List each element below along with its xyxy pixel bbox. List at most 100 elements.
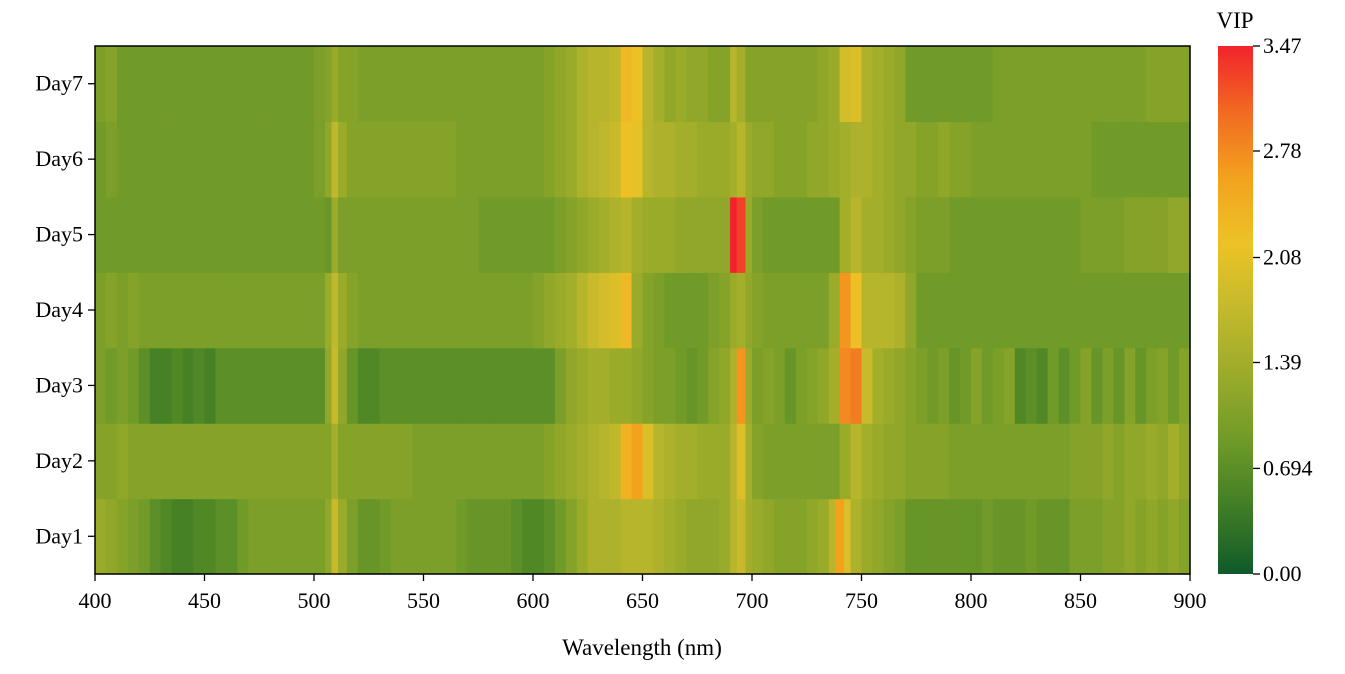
- heatmap-cell: [971, 498, 983, 575]
- colorbar-tick-label: 2.08: [1263, 245, 1302, 270]
- heatmap-cell: [116, 423, 129, 500]
- heatmap-cell: [554, 423, 567, 500]
- heatmap-cell: [390, 121, 403, 198]
- heatmap-cell: [303, 196, 315, 273]
- heatmap-cell: [817, 498, 830, 575]
- heatmap-cell: [828, 498, 836, 575]
- heatmap-cell: [927, 498, 939, 575]
- heatmap-cell: [171, 46, 184, 123]
- heatmap-cell: [533, 347, 545, 424]
- heatmap-cell: [259, 46, 271, 123]
- heatmap-cell: [1113, 423, 1125, 500]
- heatmap-cell: [303, 121, 315, 198]
- heatmap-cell: [736, 46, 747, 123]
- heatmap-cell: [762, 423, 775, 500]
- heatmap-cell: [324, 498, 333, 575]
- heatmap-cell: [828, 272, 841, 349]
- heatmap-cell: [204, 347, 217, 424]
- heatmap-cell: [576, 46, 589, 123]
- heatmap-cell: [1058, 423, 1071, 500]
- heatmap-cell: [981, 196, 994, 273]
- heatmap-cell: [314, 46, 326, 123]
- x-tick-label: 500: [298, 588, 331, 613]
- heatmap-cell: [281, 121, 293, 198]
- heatmap-cell: [368, 196, 381, 273]
- heatmap-cell: [730, 46, 738, 123]
- heatmap-cell: [620, 272, 633, 349]
- heatmap-cell: [324, 272, 333, 349]
- heatmap-cell: [522, 272, 534, 349]
- heatmap-cell: [927, 272, 939, 349]
- heatmap-cell: [949, 46, 961, 123]
- heatmap-cell: [193, 121, 206, 198]
- heatmap-cell: [664, 121, 676, 198]
- heatmap-cell: [565, 423, 578, 500]
- heatmap-cell: [346, 196, 359, 273]
- heatmap-cell: [259, 196, 271, 273]
- heatmap-cell: [708, 196, 720, 273]
- heatmap-cell: [916, 498, 928, 575]
- heatmap-cell: [938, 423, 950, 500]
- heatmap-cell: [971, 347, 983, 424]
- heatmap-cell: [226, 498, 238, 575]
- heatmap-cell: [149, 347, 162, 424]
- heatmap-cell: [916, 196, 928, 273]
- heatmap-cell: [368, 121, 381, 198]
- heatmap-cell: [1025, 196, 1038, 273]
- heatmap-cell: [270, 196, 282, 273]
- heatmap-cell: [412, 272, 425, 349]
- heatmap-cell: [719, 498, 731, 575]
- heatmap-cell: [960, 498, 972, 575]
- heatmap-cell: [905, 46, 917, 123]
- heatmap-cell: [1135, 272, 1147, 349]
- heatmap-cell: [1058, 498, 1071, 575]
- heatmap-cell: [314, 423, 326, 500]
- colorbar-tick-label: 0.00: [1263, 561, 1302, 586]
- heatmap-cell: [1014, 46, 1027, 123]
- heatmap-cell: [806, 46, 819, 123]
- heatmap-cell: [883, 347, 895, 424]
- heatmap-cell: [971, 121, 983, 198]
- heatmap-cell: [817, 196, 830, 273]
- heatmap-cell: [445, 46, 457, 123]
- heatmap-cell: [1124, 347, 1136, 424]
- heatmap-cell: [1102, 423, 1114, 500]
- heatmap-cell: [1069, 498, 1082, 575]
- heatmap-cell: [1080, 272, 1093, 349]
- heatmap-cell: [773, 121, 786, 198]
- heatmap-cell: [338, 272, 348, 349]
- heatmap-cell: [401, 46, 414, 123]
- heatmap-cell: [773, 423, 786, 500]
- heatmap-cell: [331, 272, 339, 349]
- heatmap-cell: [379, 196, 392, 273]
- heatmap-cell: [138, 423, 151, 500]
- heatmap-cell: [138, 272, 151, 349]
- heatmap-cell: [1157, 498, 1169, 575]
- heatmap-cell: [1113, 196, 1125, 273]
- heatmap-cell: [883, 121, 895, 198]
- heatmap-cell: [138, 46, 151, 123]
- heatmap-cell: [642, 196, 655, 273]
- heatmap-cell: [1003, 347, 1016, 424]
- heatmap-cell: [872, 46, 884, 123]
- heatmap-cell: [533, 423, 545, 500]
- heatmap-cell: [554, 347, 567, 424]
- heatmap-cell: [478, 423, 490, 500]
- heatmap-cell: [938, 498, 950, 575]
- heatmap-cell: [1058, 347, 1071, 424]
- y-tick-label: Day6: [35, 146, 83, 171]
- heatmap-cell: [736, 272, 747, 349]
- heatmap-cell: [883, 423, 895, 500]
- heatmap-cell: [434, 272, 446, 349]
- heatmap-cell: [138, 498, 151, 575]
- heatmap-cell: [467, 498, 479, 575]
- heatmap-cell: [736, 196, 747, 273]
- heatmap-cell: [160, 121, 173, 198]
- heatmap-cell: [730, 272, 738, 349]
- heatmap-cell: [609, 272, 622, 349]
- colorbar-tick-label: 3.47: [1263, 33, 1302, 58]
- heatmap-cell: [204, 272, 217, 349]
- heatmap-cell: [292, 347, 304, 424]
- heatmap-cell: [697, 498, 709, 575]
